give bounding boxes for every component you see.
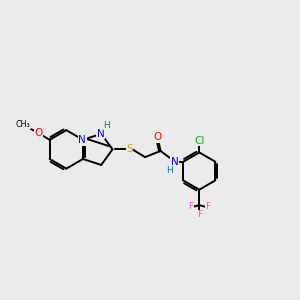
Text: N: N	[79, 135, 86, 145]
Text: F: F	[197, 210, 202, 219]
Text: S: S	[126, 144, 133, 154]
Text: F: F	[206, 202, 211, 211]
Text: H: H	[167, 166, 173, 175]
Text: N: N	[171, 157, 178, 167]
Text: O: O	[34, 128, 43, 138]
Text: F: F	[188, 202, 193, 211]
Text: N: N	[97, 128, 104, 139]
Text: O: O	[153, 132, 162, 142]
Text: H: H	[103, 121, 110, 130]
Text: Cl: Cl	[194, 136, 205, 146]
Text: CH₃: CH₃	[16, 120, 31, 129]
